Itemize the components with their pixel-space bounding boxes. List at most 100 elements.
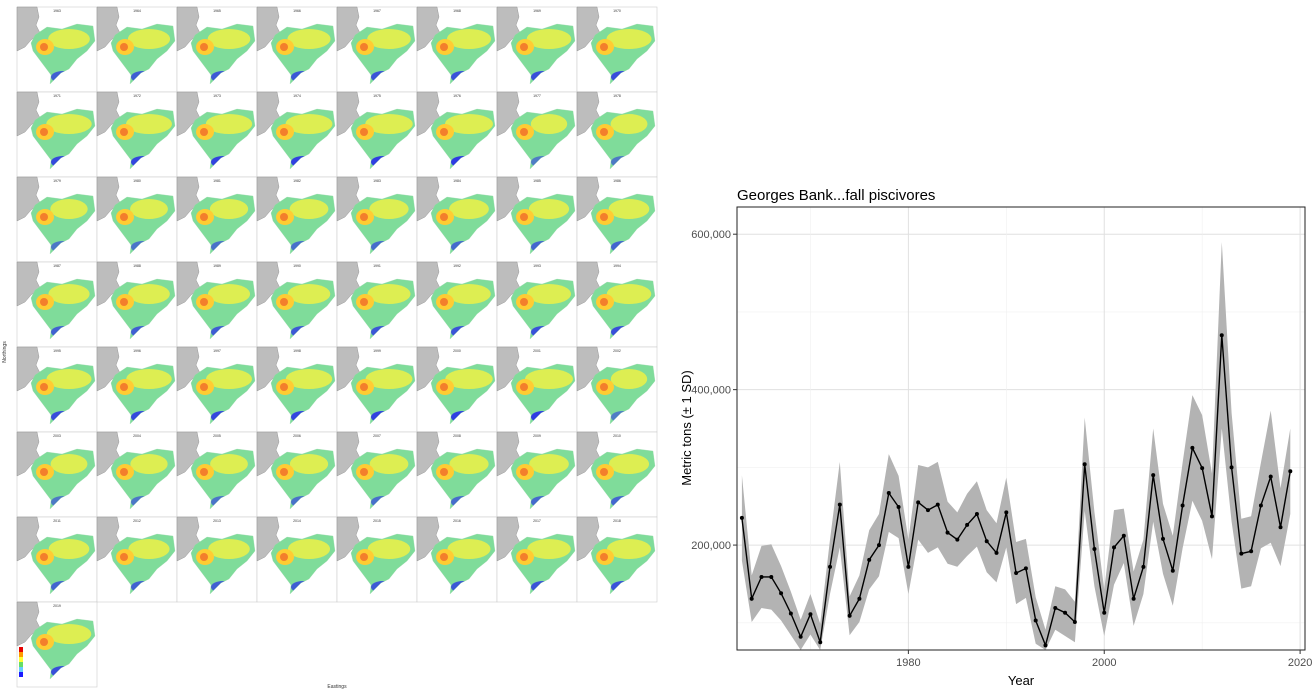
map-year-label: 1986 [613,179,621,183]
map-panel: 1981 [176,176,258,263]
map-year-label: 1973 [213,94,221,98]
map-year-label: 1974 [293,94,301,98]
data-point [1161,536,1165,541]
map-year-label: 1964 [133,9,141,13]
map-panel: 1985 [496,176,578,263]
data-point [1151,473,1156,478]
map-panel: 2015 [336,516,418,603]
chart-title: Georges Bank...fall piscivores [737,187,935,204]
map-year-label: 1975 [373,94,381,98]
data-point [808,612,813,617]
map-panel: 2006 [256,431,338,518]
map-year-label: 1971 [53,94,61,98]
map-panel: 1972 [96,91,178,178]
map-panel: 2016 [416,516,498,603]
map-panel: 1997 [176,346,258,433]
map-year-label: 1994 [613,264,621,268]
map-year-label: 1969 [533,9,541,13]
map-year-label: 1972 [133,94,141,98]
map-year-label: 2000 [453,349,461,353]
map-year-label: 1996 [133,349,141,353]
sd-ribbon [741,242,1291,650]
map-panel: 1978 [576,91,658,178]
map-panel: 1989 [176,261,258,348]
map-year-label: 2014 [293,519,301,523]
map-panel: 1974 [256,91,338,178]
timeseries-chart: Georges Bank...fall piscivores 200,000 40… [680,187,1312,688]
map-year-label: 1967 [373,9,381,13]
map-year-label: 2018 [613,519,621,523]
map-year-label: 2007 [373,434,381,438]
map-panel: 2008 [416,431,498,518]
map-panel: 1975 [336,91,418,178]
x-axis-label: Year [1008,673,1035,688]
map-panel: 1976 [416,91,498,178]
x-tick-label: 1980 [896,657,920,669]
map-year-label: 1976 [453,94,461,98]
data-point [896,504,901,509]
y-axis-label: Metric tons (± 1 SD) [680,370,694,486]
data-point [1180,503,1185,508]
map-year-label: 1989 [213,264,221,268]
data-point [916,500,921,505]
map-panel: 2003 [16,431,98,518]
map-year-label: 2001 [533,349,541,353]
map-ylabel: Northings [2,341,8,363]
data-point [1072,620,1077,625]
map-panel: 1984 [416,176,498,263]
map-year-label: 1983 [373,179,381,183]
map-year-label: 1998 [293,349,301,353]
data-point [818,640,823,645]
x-tick-label: 2000 [1092,657,1116,669]
map-panel: 1966 [256,6,338,93]
data-point [1053,606,1058,611]
map-panel: 2005 [176,431,258,518]
map-panel: 2000 [416,346,498,433]
map-panel: 1986 [576,176,658,263]
map-year-label: 2010 [613,434,621,438]
data-point [1102,610,1107,615]
data-point [945,530,950,535]
map-panel: 1965 [176,6,258,93]
map-year-label: 1981 [213,179,221,183]
map-year-label: 1992 [453,264,461,268]
data-point [1209,514,1214,519]
data-point [1033,618,1038,623]
data-point [1170,568,1175,573]
map-panel: 2017 [496,516,578,603]
map-panel: 1992 [416,261,498,348]
plot-border [736,206,1306,651]
data-point [906,564,911,569]
map-year-label: 2006 [293,434,301,438]
data-point [984,539,989,544]
map-panel: 1998 [256,346,338,433]
y-tick-label: 200,000 [691,540,731,552]
map-year-label: 2016 [453,519,461,523]
map-panel: 1977 [496,91,578,178]
map-panel: 1970 [576,6,658,93]
map-panel: 2010 [576,431,658,518]
data-point [779,591,784,596]
data-point [935,502,940,507]
map-panel: 1969 [496,6,578,93]
map-panel: 2002 [576,346,658,433]
data-point [798,634,803,639]
map-year-label: 2011 [53,519,61,523]
data-point [837,502,842,507]
map-year-label: 1978 [613,94,621,98]
map-year-label: 2002 [613,349,621,353]
data-point [1239,551,1244,556]
map-year-label: 1985 [533,179,541,183]
map-year-label: 1991 [373,264,381,268]
map-year-label: 1977 [533,94,541,98]
map-year-label: 2004 [133,434,141,438]
data-point [1200,466,1205,471]
data-point [1219,333,1224,338]
data-point [1141,564,1146,569]
y-tick-label: 400,000 [691,385,731,397]
data-point [1131,596,1136,601]
x-tick-label: 2020 [1288,657,1312,669]
data-point [1023,566,1028,571]
map-year-label: 1987 [53,264,61,268]
data-point [955,537,960,542]
